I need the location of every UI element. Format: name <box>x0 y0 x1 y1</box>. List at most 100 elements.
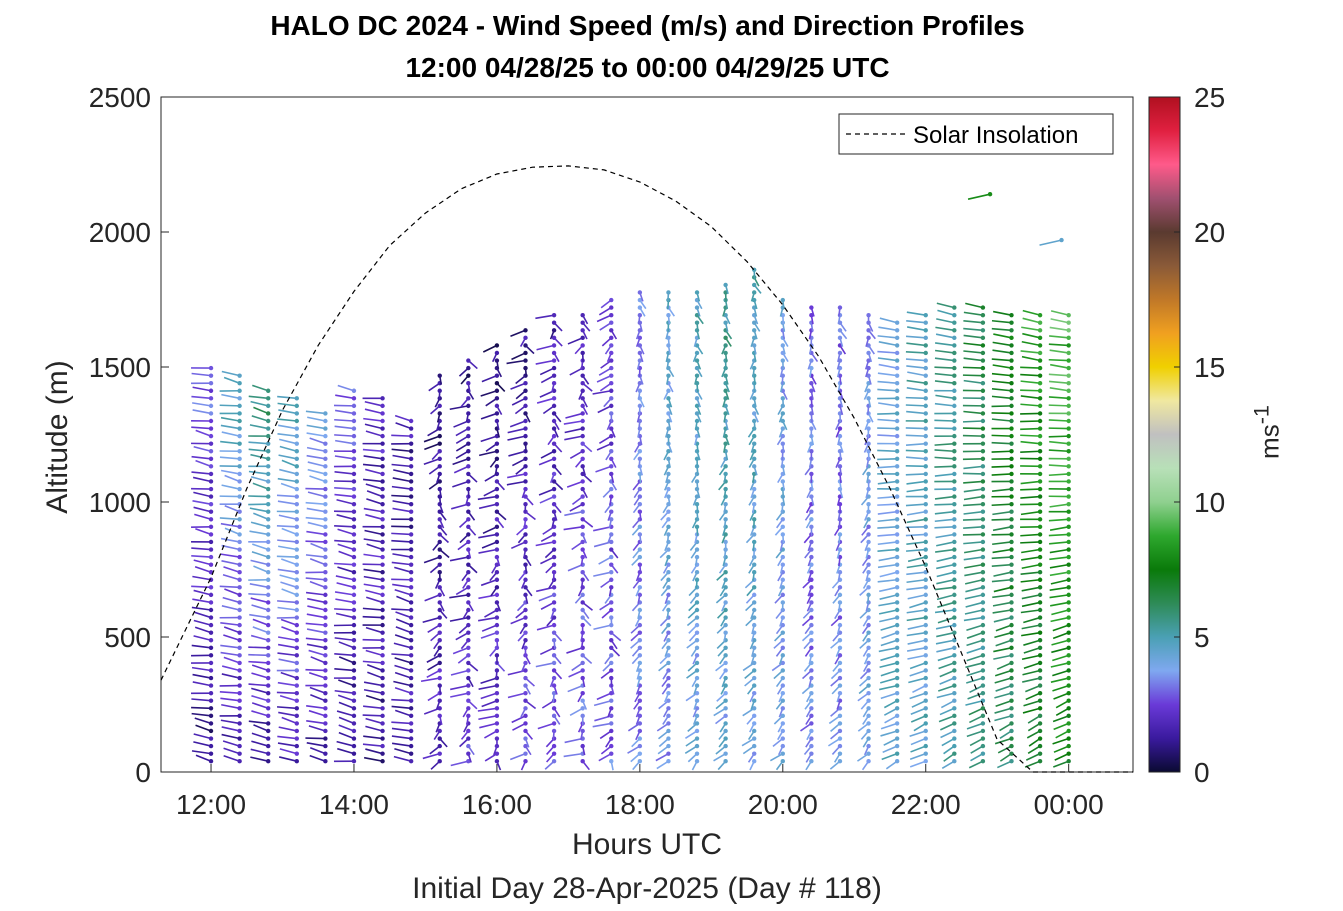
wind-vector <box>334 591 355 596</box>
wind-vector <box>934 503 955 506</box>
wind-vector-head <box>837 683 843 688</box>
wind-vector-head <box>837 645 843 650</box>
wind-vector-head <box>723 653 728 658</box>
wind-vector-head <box>1009 570 1014 575</box>
wind-vector-head <box>580 464 585 469</box>
wind-vector-head <box>408 441 414 446</box>
wind-vector-head <box>837 433 843 439</box>
wind-vector-head <box>208 638 214 643</box>
wind-vector-head <box>894 607 900 613</box>
wind-vector-head <box>952 743 957 749</box>
wind-vector-head <box>323 622 328 628</box>
wind-vector <box>333 510 354 513</box>
wind-vector-head <box>551 668 557 673</box>
wind-vector <box>1049 541 1069 545</box>
wind-vector <box>192 575 212 581</box>
wind-vector <box>193 491 212 498</box>
wind-vector-head <box>437 615 442 620</box>
wind-vector-head <box>323 736 328 741</box>
wind-vector-head <box>294 577 299 582</box>
wind-vector-head <box>380 433 385 439</box>
wind-vector-head <box>323 668 328 673</box>
wind-vector-head <box>1009 690 1014 696</box>
wind-vector <box>991 465 1012 468</box>
wind-vector-head <box>237 698 242 703</box>
wind-vector-head <box>980 396 986 401</box>
wind-vector-head <box>294 562 299 567</box>
wind-vector <box>1053 722 1069 731</box>
wind-vector-head <box>1037 570 1043 575</box>
wind-vector <box>881 631 898 640</box>
wind-vector <box>966 631 984 639</box>
wind-vector-head <box>237 585 242 590</box>
wind-vector-head <box>780 343 785 348</box>
wind-vector-head <box>752 668 757 673</box>
wind-vector <box>995 699 1012 707</box>
wind-vector-head <box>694 721 700 726</box>
wind-vector <box>248 646 269 649</box>
wind-vector-head <box>266 449 271 454</box>
wind-vector <box>363 455 383 460</box>
wind-vector <box>1055 700 1070 709</box>
wind-vector-head <box>1009 668 1014 673</box>
wind-vector-head <box>380 486 385 492</box>
wind-vector-head <box>637 592 643 598</box>
wind-vector-head <box>752 660 757 666</box>
wind-vector <box>963 488 984 493</box>
wind-vector-head <box>408 638 414 643</box>
wind-vector-head <box>694 479 700 484</box>
wind-vector <box>277 652 297 657</box>
wind-vector-head <box>666 653 671 658</box>
wind-vector-head <box>1037 615 1043 620</box>
wind-vector <box>966 677 984 684</box>
wind-vector <box>338 716 355 725</box>
wind-vector-head <box>208 690 214 696</box>
wind-vector <box>394 709 412 717</box>
wind-vector-head <box>780 600 785 605</box>
wind-vector-head <box>866 706 871 711</box>
wind-vector <box>365 589 383 596</box>
wind-vector-head <box>208 381 214 386</box>
wind-vector-head <box>523 721 528 726</box>
wind-vector <box>334 425 355 430</box>
wind-vector-head <box>523 547 528 552</box>
wind-vector <box>279 468 297 475</box>
wind-vector <box>277 418 297 422</box>
wind-vector <box>906 480 926 485</box>
wind-vector-head <box>980 418 986 424</box>
wind-vector <box>598 556 612 565</box>
wind-vector-head <box>866 524 871 530</box>
wind-vector <box>306 704 326 710</box>
wind-vector <box>563 526 583 531</box>
wind-vector <box>991 473 1012 476</box>
wind-vector <box>627 722 641 732</box>
wind-vector-head <box>437 759 442 764</box>
wind-vector <box>536 624 555 631</box>
wind-vector-head <box>1009 736 1014 741</box>
wind-vector <box>877 388 898 392</box>
wind-vector-head <box>294 759 299 764</box>
wind-vector-head <box>866 653 871 658</box>
wind-vector-head <box>523 683 528 688</box>
wind-vector-head <box>351 645 357 650</box>
wind-vector-head <box>980 381 986 386</box>
wind-vector-head <box>752 456 757 461</box>
wind-vector-head <box>609 328 614 333</box>
wind-vector-head <box>551 449 557 454</box>
wind-vector-head <box>980 713 986 719</box>
wind-vector <box>253 724 269 732</box>
wind-vector-head <box>551 343 557 348</box>
wind-vector-head <box>323 570 328 575</box>
wind-vector-head <box>666 622 671 628</box>
wind-vector-head <box>351 426 357 431</box>
wind-vector-head <box>466 607 471 613</box>
wind-vector-head <box>323 706 328 711</box>
wind-vector <box>277 568 297 573</box>
wind-vector-head <box>809 721 814 726</box>
wind-vector <box>935 342 955 347</box>
wind-vector-head <box>809 638 814 643</box>
wind-vector-head <box>723 721 728 726</box>
wind-vector-head <box>637 358 643 363</box>
wind-vector-head <box>580 449 585 454</box>
wind-vector-head <box>1037 562 1043 567</box>
